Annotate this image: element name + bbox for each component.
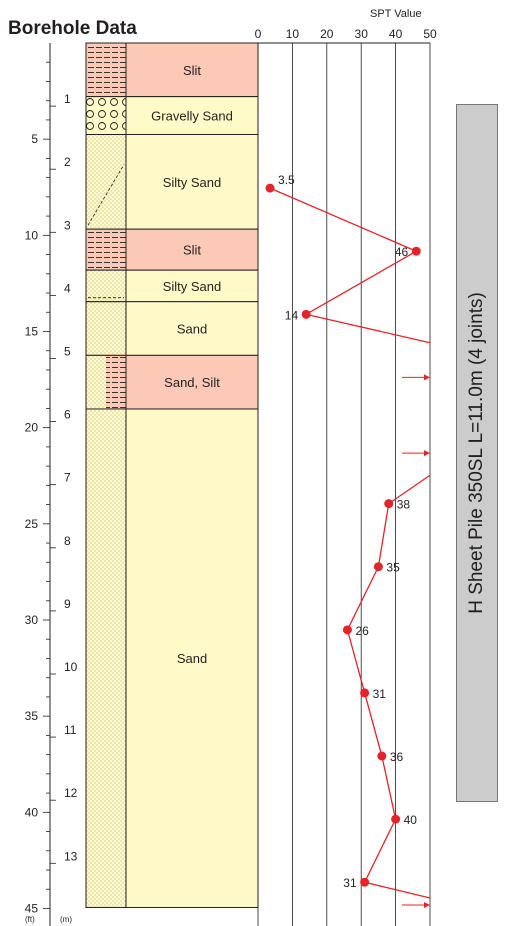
m-tick-label: 4 xyxy=(64,281,71,295)
m-tick-label: 9 xyxy=(64,597,71,611)
layer-name: Sand, Silt xyxy=(164,375,220,390)
ft-tick-label: 20 xyxy=(25,421,39,435)
spt-axis-title: SPT Value xyxy=(370,8,422,20)
ft-unit-label: (ft) xyxy=(25,915,35,924)
layer-name: Slit xyxy=(183,243,201,258)
log-column-segment xyxy=(86,301,126,356)
spt-value-label: 14 xyxy=(285,308,299,322)
spt-point xyxy=(391,814,401,824)
log-column-segment xyxy=(86,43,126,97)
spt-line-segment xyxy=(364,881,431,899)
m-tick-label: 11 xyxy=(64,723,77,737)
spt-line-segment xyxy=(364,692,383,757)
spt-point xyxy=(373,562,383,572)
spt-tick-label: 10 xyxy=(286,27,300,41)
sheet-pile-label: H Sheet Pile 350SL L=11.0m (4 joints) xyxy=(466,292,487,614)
spt-point xyxy=(384,499,394,509)
layer-name-cell xyxy=(125,42,259,98)
log-column-segment xyxy=(86,229,126,271)
ft-tick-label: 5 xyxy=(31,132,38,146)
layer-name: Gravelly Sand xyxy=(151,109,233,124)
log-column-border xyxy=(85,408,127,908)
spt-value-label: 31 xyxy=(373,687,387,701)
layer-name: Sand xyxy=(177,322,207,337)
spt-tick-label: 50 xyxy=(423,27,437,41)
spt-line-segment xyxy=(364,818,397,883)
ft-tick-label: 30 xyxy=(25,613,39,627)
layer-name: Slit xyxy=(183,63,201,78)
log-silty-mark xyxy=(87,164,125,226)
spt-line-segment xyxy=(346,629,366,694)
spt-value-label: 26 xyxy=(355,624,369,638)
m-tick-label: 5 xyxy=(64,345,71,359)
m-unit-label: (m) xyxy=(60,915,72,924)
m-tick-label: 7 xyxy=(64,471,71,485)
spt-line-segment xyxy=(388,474,431,505)
log-column-segment xyxy=(86,408,126,908)
ft-tick-label: 25 xyxy=(25,517,39,531)
spt-line-segment xyxy=(306,313,431,344)
chart-title: Borehole Data xyxy=(8,18,137,39)
over-range-arrowhead xyxy=(424,902,430,909)
m-tick-label: 2 xyxy=(64,155,71,169)
ft-tick-label: 40 xyxy=(25,805,39,819)
spt-value-label: 36 xyxy=(390,750,404,764)
spt-value-label: 31 xyxy=(343,876,357,890)
log-column-segment xyxy=(86,270,126,302)
log-column-segment xyxy=(86,134,126,230)
spt-point xyxy=(301,309,311,319)
spt-value-label: 35 xyxy=(386,561,400,575)
spt-point xyxy=(360,688,370,698)
sheet-pile-box xyxy=(456,104,498,802)
spt-value-label: 40 xyxy=(404,813,418,827)
layer-name: Sand xyxy=(177,651,207,666)
spt-point xyxy=(342,625,352,635)
log-silt-band xyxy=(106,355,126,409)
spt-line-segment xyxy=(381,755,397,820)
spt-point xyxy=(411,246,421,256)
spt-point xyxy=(377,751,387,761)
spt-point xyxy=(265,183,275,193)
layer-name-cell xyxy=(125,133,259,230)
spt-tick-label: 30 xyxy=(355,27,369,41)
ft-tick-label: 15 xyxy=(25,324,39,338)
spt-point xyxy=(360,877,370,887)
spt-line-segment xyxy=(269,187,417,252)
layer-name-cell xyxy=(125,408,259,908)
spt-line-segment xyxy=(377,503,390,567)
ft-tick-label: 10 xyxy=(25,228,39,242)
ft-tick-label: 35 xyxy=(25,709,39,723)
spt-value-label: 46 xyxy=(395,245,409,259)
m-tick-label: 13 xyxy=(64,849,78,863)
spt-value-label: 38 xyxy=(397,498,411,512)
spt-tick-label: 20 xyxy=(320,27,334,41)
spt-line-segment xyxy=(346,566,379,631)
layer-name: Silty Sand xyxy=(163,175,222,190)
m-tick-label: 8 xyxy=(64,534,71,548)
spt-tick-label: 0 xyxy=(255,27,262,41)
m-tick-label: 6 xyxy=(64,408,71,422)
layer-name: Silty Sand xyxy=(163,279,222,294)
layer-name-cell xyxy=(125,269,259,303)
m-tick-label: 12 xyxy=(64,786,78,800)
over-range-arrowhead xyxy=(424,374,430,381)
layer-name-cell xyxy=(125,301,259,356)
log-column-segment xyxy=(86,96,126,135)
m-tick-label: 3 xyxy=(64,218,71,232)
over-range-arrowhead xyxy=(424,450,430,457)
layer-name-cell xyxy=(125,96,259,135)
m-tick-label: 1 xyxy=(64,92,71,106)
ft-tick-label: 45 xyxy=(25,901,39,915)
spt-tick-label: 40 xyxy=(389,27,403,41)
spt-line-segment xyxy=(305,250,417,315)
m-tick-label: 10 xyxy=(64,660,78,674)
spt-value-label: 3.5 xyxy=(278,173,295,187)
